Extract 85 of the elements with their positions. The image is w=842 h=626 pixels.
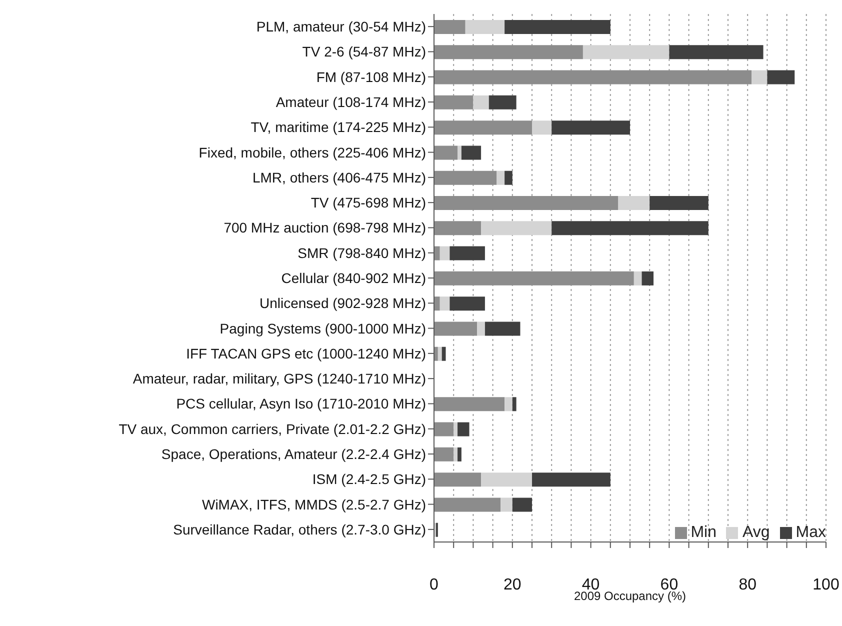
bar	[488, 95, 516, 110]
bar	[442, 346, 446, 361]
bar	[434, 246, 440, 260]
bar	[434, 322, 478, 336]
bar	[458, 447, 462, 462]
y-tick-label: TV, maritime (174-225 MHz)	[250, 119, 426, 136]
bar	[440, 296, 450, 311]
bar	[434, 397, 505, 412]
y-tick-label: Surveillance Radar, others (2.7-3.0 GHz)	[173, 521, 426, 538]
bar	[552, 221, 708, 236]
bar	[496, 170, 505, 185]
bar	[434, 221, 482, 236]
y-tick-label: Amateur (108-174 MHz)	[276, 94, 426, 110]
bar	[434, 120, 532, 135]
bar	[532, 120, 552, 135]
bar	[642, 271, 654, 286]
x-axis-title: 2009 Occupancy (%)	[574, 589, 686, 603]
y-tick-label: TV (475-698 MHz)	[310, 194, 426, 211]
bar	[752, 70, 768, 84]
y-tick-label: IFF TACAN GPS etc (1000-1240 MHz)	[186, 345, 426, 362]
legend-label: Avg	[741, 524, 770, 542]
y-tick-label: WiMAX, ITFS, MMDS (2.5-2.7 GHz)	[202, 496, 426, 512]
bar	[450, 246, 485, 260]
y-tick-label: 700 MHz auction (698-798 MHz)	[224, 220, 426, 236]
bar	[434, 70, 752, 84]
bar	[434, 170, 497, 185]
bar	[440, 246, 450, 260]
y-tick-label: Paging Systems (900-1000 MHz)	[220, 320, 426, 336]
bar	[500, 498, 512, 512]
bar	[504, 397, 512, 412]
bar	[552, 120, 630, 135]
bar	[454, 447, 458, 462]
x-tick-label: 20	[504, 576, 522, 594]
y-tick-label: Fixed, mobile, others (225-406 MHz)	[198, 144, 426, 160]
legend-label: Min	[690, 524, 716, 542]
y-tick-label: PCS cellular, Asyn Iso (1710-2010 MHz)	[176, 396, 426, 412]
y-tick-label: Unlicensed (902-928 MHz)	[259, 295, 426, 312]
bar	[532, 472, 610, 487]
x-tick-label: 100	[812, 576, 840, 594]
bar	[669, 45, 764, 60]
bar	[454, 422, 458, 436]
bar	[434, 45, 583, 60]
bar	[504, 20, 610, 34]
x-tick-label: 80	[738, 576, 757, 594]
bar	[465, 20, 505, 34]
bar	[434, 498, 501, 512]
y-tick-label: PLM, amateur (30-54 MHz)	[256, 18, 426, 35]
bar	[461, 146, 482, 160]
bar	[767, 70, 795, 84]
y-tick-label: TV 2-6 (54-87 MHz)	[302, 44, 426, 60]
bar	[438, 346, 442, 361]
bar	[434, 146, 458, 160]
bar	[473, 95, 489, 110]
y-tick-label: TV aux, Common carriers, Private (2.01-2.2 GHz)	[118, 420, 426, 437]
bar	[434, 447, 454, 462]
bar	[481, 221, 552, 236]
legend-label: Max	[794, 524, 826, 542]
bar	[434, 20, 466, 34]
y-tick-label: Amateur, radar, military, GPS (1240-1710 MHz)	[132, 370, 426, 387]
bar	[484, 322, 520, 336]
bar	[582, 45, 670, 60]
bar	[618, 196, 650, 210]
bar	[458, 146, 462, 160]
bar	[450, 296, 485, 311]
y-tick-label: ISM (2.4-2.5 GHz)	[312, 471, 426, 488]
bar	[434, 472, 482, 487]
y-tick-label: FM (87-108 MHz)	[316, 68, 426, 85]
bar	[434, 296, 440, 311]
bar	[477, 322, 485, 336]
bar	[650, 196, 708, 210]
y-tick-label: Space, Operations, Amateur (2.2-2.4 GHz)	[161, 446, 426, 462]
y-tick-label: SMR (798-840 MHz)	[298, 244, 426, 261]
bar	[434, 196, 618, 210]
x-tick-label: 0	[430, 576, 439, 594]
bar	[434, 95, 474, 110]
bar	[504, 170, 512, 185]
bar	[434, 422, 454, 436]
bar	[512, 498, 532, 512]
bar	[458, 422, 470, 436]
bar	[481, 472, 532, 487]
bar	[634, 271, 642, 286]
bar	[512, 397, 516, 412]
bar	[434, 271, 634, 286]
y-tick-label: Cellular (840-902 MHz)	[281, 270, 426, 286]
y-tick-label: LMR, others (406-475 MHz)	[252, 169, 426, 186]
